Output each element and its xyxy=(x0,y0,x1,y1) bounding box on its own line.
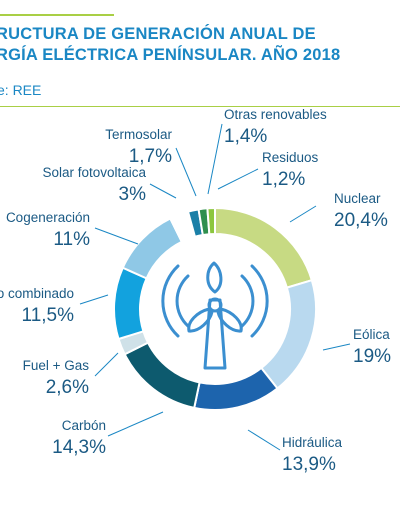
slice-value-label: 11,5% xyxy=(22,305,75,326)
chart-title: RUCTURA DE GENERACIÓN ANUAL DE RGÍA ELÉC… xyxy=(0,24,400,66)
slice-value-label: 13,9% xyxy=(282,454,336,475)
slice-e-lica xyxy=(259,278,317,390)
slice-value-label: 1,2% xyxy=(262,169,305,190)
leader-line xyxy=(94,352,119,377)
top-accent-line xyxy=(0,14,114,16)
slice-name-label: Eólica xyxy=(353,327,390,342)
slice-name-label: Residuos xyxy=(262,150,319,165)
slice-name-label: Hidráulica xyxy=(282,435,343,450)
leader-line xyxy=(247,429,281,451)
slice-name-label: Termosolar xyxy=(105,127,172,142)
leader-line xyxy=(107,411,164,437)
slice-residuos xyxy=(206,206,216,236)
chart-title-line-2: RGÍA ELÉCTRICA PENÍNSULAR. AÑO 2018 xyxy=(0,46,341,64)
slice-value-label: 19% xyxy=(353,346,391,367)
slice-value-label: 2,6% xyxy=(46,377,89,398)
slice-name-label: Solar fotovoltaica xyxy=(42,165,146,180)
slice-value-label: 20,4% xyxy=(334,210,388,231)
leader-line xyxy=(207,123,223,195)
leader-line xyxy=(289,205,317,223)
leader-line xyxy=(79,294,109,305)
slice-value-label: 1,4% xyxy=(224,126,267,147)
leader-line xyxy=(94,227,139,245)
chart-source: e: REE xyxy=(0,82,42,98)
slice-name-label: o combinado xyxy=(0,286,74,301)
slice-name-label: Carbón xyxy=(62,418,106,433)
slice-value-label: 1,7% xyxy=(129,146,172,167)
slice-hidr-ulica xyxy=(193,366,279,411)
leader-line xyxy=(175,147,197,197)
slice-o-combinado xyxy=(113,266,148,341)
slice-name-label: Fuel + Gas xyxy=(23,358,90,373)
header-divider xyxy=(0,106,400,107)
slice-carb-n xyxy=(123,341,201,410)
chart-title-line-1: RUCTURA DE GENERACIÓN ANUAL DE xyxy=(0,25,316,43)
slice-name-label: Nuclear xyxy=(334,191,381,206)
slice-nuclear xyxy=(214,206,314,289)
slice-value-label: 11% xyxy=(53,229,90,250)
slice-value-label: 14,3% xyxy=(52,437,106,458)
leader-line xyxy=(217,168,259,190)
slice-value-label: 3% xyxy=(119,184,147,205)
slice-labels: Nuclear 20,4% Eólica 19% Hidráulica 13,9% Carb… xyxy=(0,107,391,475)
leader-line xyxy=(149,183,177,199)
slice-name-label: Otras renovables xyxy=(224,107,327,122)
donut-slices xyxy=(113,206,317,411)
slice-name-label: Cogeneración xyxy=(6,210,90,225)
leader-line xyxy=(322,343,351,351)
wind-turbine-icon xyxy=(161,261,269,370)
